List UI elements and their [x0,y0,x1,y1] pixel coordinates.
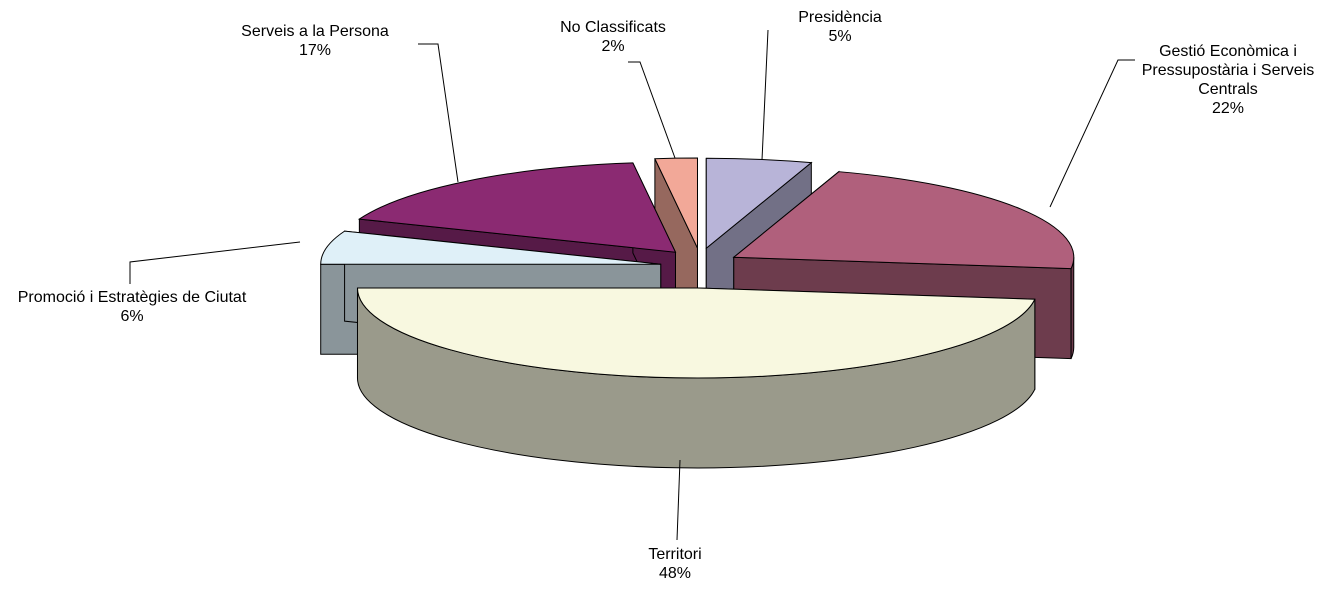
slice [654,157,698,249]
slice [320,230,661,265]
label-value: 48% [658,565,692,582]
label: Presidència 5% [740,8,940,46]
leader-line [129,241,301,284]
label-name: No Classificats [560,19,666,36]
leader-line [628,61,676,159]
label: Promoció i Estratègies de Ciutat 6% [7,288,257,326]
label-name: Presidència [798,9,882,26]
label-value: 22% [1211,100,1245,117]
leader-line [676,459,681,541]
label-value: 6% [120,308,144,325]
slice [705,157,813,250]
label-name: Promoció i Estratègies de Ciutat [17,289,247,306]
slices [320,157,1075,469]
label-value: 17% [298,42,332,59]
slice-wall [1070,257,1075,359]
leader-line [418,43,459,183]
slice [356,287,1036,379]
label: Territori 48% [575,545,775,583]
label-value: 5% [828,28,852,45]
label-name: Territori [648,546,702,563]
leader-line [1049,59,1135,208]
label-value: 2% [601,38,625,55]
label-name: Serveis a la Persona [241,23,389,40]
slice [732,171,1075,270]
label-name: Gestió Econòmica i Pressupostària i Serv… [1141,43,1315,98]
label: No Classificats 2% [513,18,713,56]
slice [357,162,677,253]
label: Gestió Econòmica i Pressupostària i Serv… [1113,42,1341,118]
leader-line [761,29,769,161]
label: Serveis a la Persona 17% [205,22,425,60]
